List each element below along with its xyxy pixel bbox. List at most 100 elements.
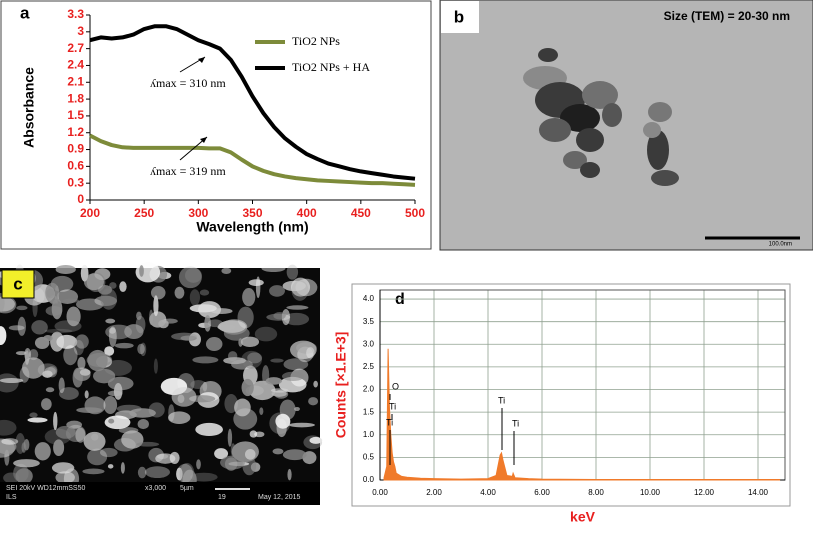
sem-particle — [218, 320, 246, 333]
y-tick-label: 0.5 — [363, 452, 375, 461]
y-tick-label: 2.7 — [67, 41, 84, 55]
sem-particle — [153, 358, 158, 374]
x-tick-label: 10.00 — [640, 488, 661, 497]
sem-particle — [129, 408, 156, 418]
sem-particle — [255, 276, 261, 299]
info-text: SEI 20kV WD12mmSS50 x3,000 5µm 19 May 12… — [6, 485, 301, 501]
sem-particle — [79, 369, 91, 376]
y-tick-label: 0 — [77, 192, 84, 206]
sem-particle — [87, 448, 108, 466]
sem-particle — [281, 308, 291, 326]
sem-particle — [136, 311, 142, 320]
sem-particle — [195, 422, 223, 437]
sem-particle — [275, 413, 291, 429]
sem-particle — [55, 471, 75, 484]
sem-particle — [234, 398, 251, 417]
sem-particle — [189, 304, 217, 313]
sem-particle — [309, 436, 323, 444]
x-tick-label: 250 — [134, 206, 154, 220]
panel-label: b — [454, 7, 464, 26]
sem-particle — [189, 289, 201, 306]
sem-info: May 12, 2015 — [258, 494, 301, 501]
sem-particle — [241, 378, 254, 397]
tem-image — [439, 0, 813, 251]
sem-particle — [313, 380, 318, 388]
sem-particle — [56, 334, 78, 349]
sem-particle — [281, 371, 305, 381]
sem-particle — [83, 273, 104, 291]
sem-particle — [294, 406, 300, 412]
sem-particle — [288, 422, 315, 428]
y-tick-label: 2.0 — [363, 385, 375, 394]
y-axis-label: Counts [×1.E+3] — [333, 332, 349, 439]
sem-particle — [104, 346, 115, 356]
peak-label: Ti — [498, 395, 505, 405]
sem-particle — [62, 298, 80, 303]
sem-particle — [43, 335, 53, 342]
y-tick-label: 2.1 — [67, 74, 84, 88]
sem-particle — [51, 298, 63, 320]
sem-particle — [144, 466, 170, 479]
sem-particle — [156, 453, 169, 459]
sem-particle — [113, 383, 123, 400]
sem-particle — [105, 318, 116, 324]
panel-label: c — [13, 274, 22, 293]
sem-particle — [13, 459, 40, 468]
sem-particle — [249, 380, 276, 401]
sem-particle — [44, 428, 72, 445]
sem-particle — [55, 425, 76, 439]
peak-label: Ti — [389, 401, 396, 411]
sem-particle — [55, 265, 76, 274]
sem-particle — [282, 280, 306, 292]
y-tick-label: 0.3 — [67, 175, 84, 189]
sem-particle — [41, 398, 52, 411]
sem-particle — [137, 343, 145, 355]
sem-particle — [190, 472, 218, 482]
sem-particle — [22, 357, 45, 379]
sem-particle — [83, 431, 106, 451]
sem-particle — [273, 312, 286, 320]
x-tick-label: 8.00 — [588, 488, 604, 497]
sem-particle — [153, 295, 159, 317]
spectrum-area — [383, 348, 781, 481]
y-tick-label: 4.0 — [363, 294, 375, 303]
sem-particle — [34, 442, 51, 461]
sem-particle — [124, 324, 144, 340]
sem-particle — [114, 342, 134, 349]
sem-particle — [174, 286, 185, 299]
x-tick-label: 200 — [80, 206, 100, 220]
x-tick-label: 500 — [405, 206, 425, 220]
sem-particle — [230, 443, 236, 457]
sem-info: ILS — [6, 494, 17, 501]
sem-particle — [108, 327, 116, 334]
y-tick-label: 1.8 — [67, 91, 84, 105]
y-tick-label: 3.3 — [67, 7, 84, 21]
sem-particle — [247, 352, 263, 364]
y-tick-label: 0.6 — [67, 159, 84, 173]
sem-particle — [237, 306, 254, 329]
sem-particle — [308, 397, 319, 406]
sem-particle — [286, 305, 309, 310]
sem-particle — [82, 468, 105, 475]
x-axis-label: Wavelength (nm) — [196, 219, 308, 235]
x-tick-label: 12.00 — [694, 488, 715, 497]
panel-frame — [351, 283, 791, 507]
sem-particle — [150, 286, 166, 300]
annotation: ʎmax = 310 nm — [150, 76, 226, 90]
sem-particle — [45, 282, 60, 304]
peak-label: O — [392, 381, 399, 391]
sem-particle — [184, 267, 202, 283]
sem-particle — [0, 419, 17, 436]
sem-particle — [44, 328, 73, 334]
sem-particle — [75, 334, 89, 349]
tem-caption: Size (TEM) = 20-30 nm — [664, 9, 790, 23]
x-tick-label: 4.00 — [480, 488, 496, 497]
sem-particle — [75, 427, 86, 443]
sem-particle — [31, 320, 48, 335]
sem-particle — [107, 464, 114, 469]
y-tick-label: 1.5 — [67, 108, 84, 122]
data-line — [89, 24, 416, 181]
peak-label: Ti — [386, 417, 393, 427]
sem-particle — [179, 462, 195, 485]
